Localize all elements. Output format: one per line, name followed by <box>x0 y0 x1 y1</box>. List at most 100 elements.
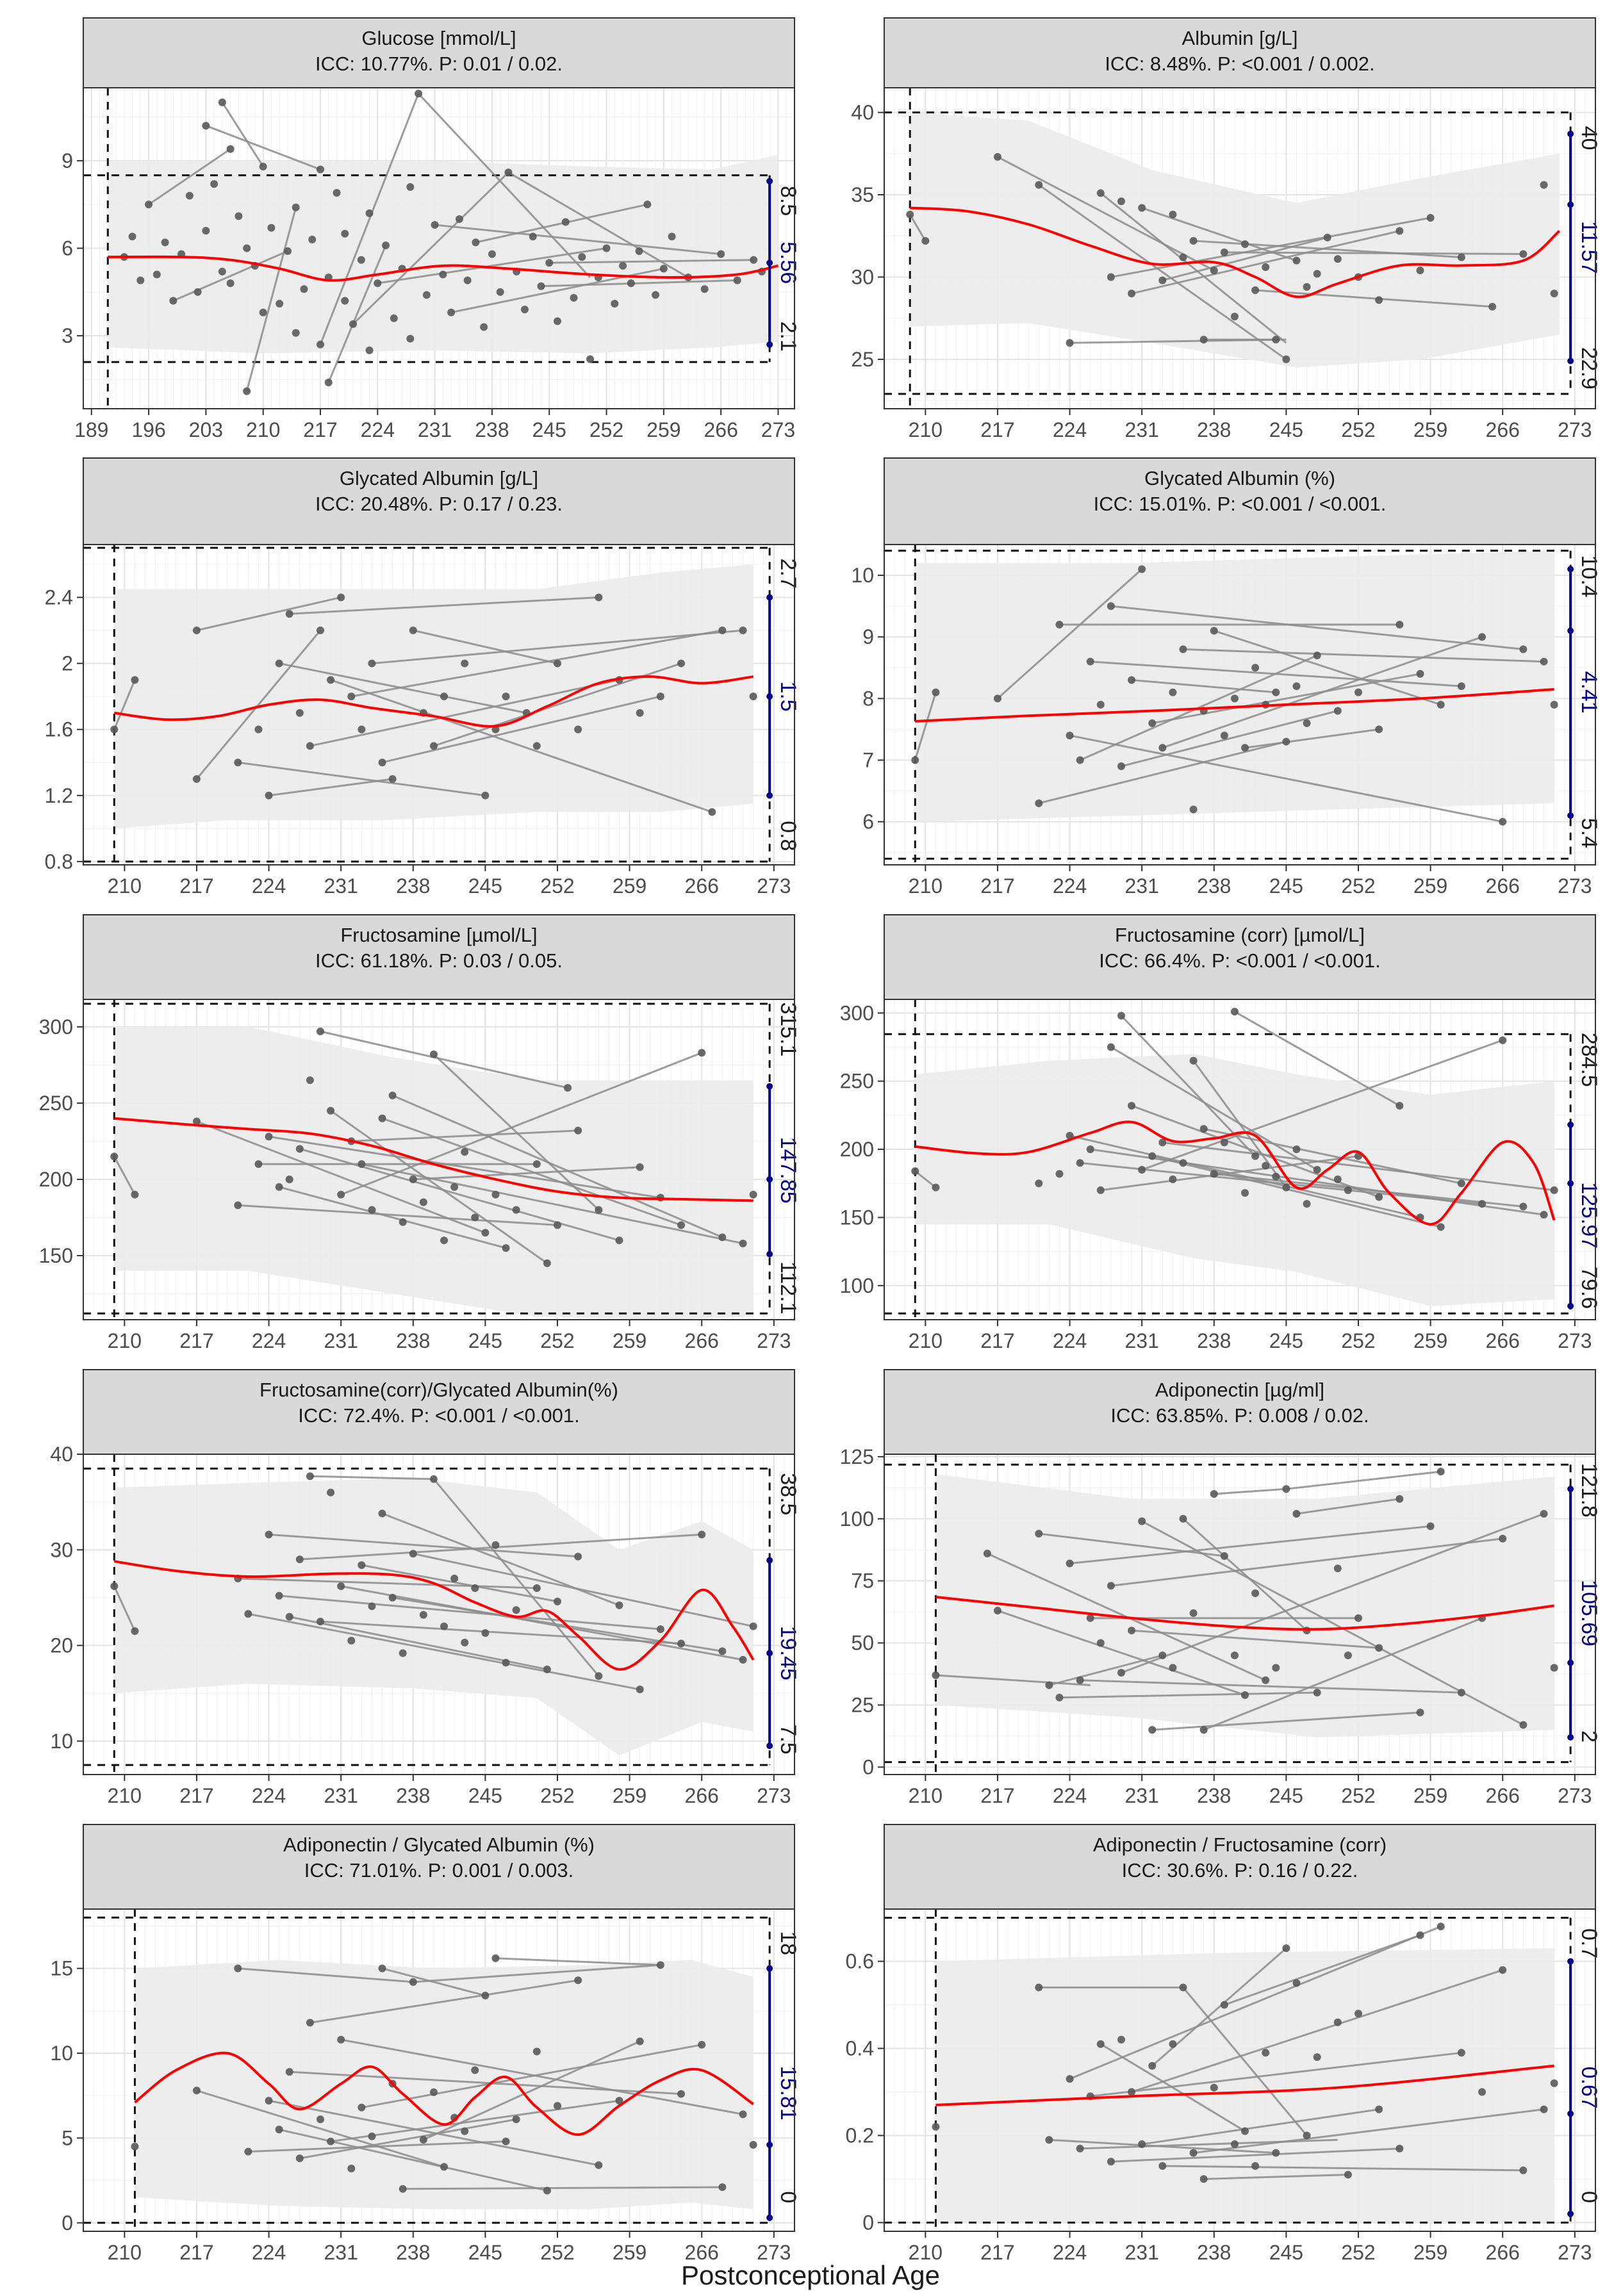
x-tick-label: 210 <box>909 874 943 898</box>
data-point <box>440 2163 449 2171</box>
data-point <box>349 320 358 328</box>
x-tick-label: 273 <box>1558 1329 1592 1352</box>
x-tick-label: 266 <box>1486 2241 1520 2264</box>
panel-border <box>83 1908 795 2232</box>
y-tick-label: 30 <box>50 1538 73 1561</box>
data-point <box>1241 240 1249 249</box>
data-point <box>1220 1552 1228 1560</box>
data-point <box>378 1509 386 1518</box>
data-point <box>1262 263 1270 272</box>
x-tick-label: 224 <box>1053 1784 1087 1807</box>
data-point <box>347 1637 356 1645</box>
data-point <box>388 1092 397 1099</box>
data-point <box>1303 2131 1311 2140</box>
data-point <box>1303 1200 1311 1208</box>
data-point <box>1045 2136 1053 2144</box>
data-point <box>1241 744 1249 752</box>
data-point <box>471 1213 479 1222</box>
interval-width-label: 15.81 <box>776 2066 800 2120</box>
panel-strip <box>884 1824 1596 1910</box>
interval-marker <box>1567 2210 1574 2217</box>
data-point <box>1199 336 1208 344</box>
data-point <box>317 165 324 174</box>
y-tick-label: 30 <box>851 265 874 288</box>
upper-limit-label: 8.5 <box>776 186 800 216</box>
data-point <box>1179 1159 1187 1167</box>
data-point <box>1396 1495 1404 1503</box>
data-point <box>265 791 273 800</box>
panel-subtitle: ICC: 71.01%. P: 0.001 / 0.003. <box>304 1859 573 1882</box>
data-point <box>1158 1138 1167 1147</box>
x-tick-label: 224 <box>252 874 286 898</box>
data-point <box>295 709 304 717</box>
interval-marker <box>1567 357 1574 365</box>
data-point <box>512 1606 520 1614</box>
data-point <box>532 2047 541 2056</box>
panel-title: Adiponectin / Fructosamine (corr) <box>1093 1833 1387 1856</box>
data-point <box>243 387 251 395</box>
data-point <box>285 1612 293 1621</box>
panel-strip <box>884 17 1596 88</box>
data-point <box>574 1552 582 1561</box>
data-point <box>285 1175 293 1183</box>
subject-segment <box>1203 1617 1483 1731</box>
data-point <box>1117 1669 1125 1677</box>
subject-segment <box>268 1135 661 1199</box>
subject-segment <box>475 203 648 243</box>
data-point <box>496 288 504 296</box>
data-point <box>652 291 660 299</box>
x-tick-label: 273 <box>1558 418 1592 441</box>
data-point <box>1323 233 1331 242</box>
x-tick-label: 259 <box>1413 874 1447 898</box>
data-point <box>128 233 136 241</box>
data-point <box>365 209 374 217</box>
data-point <box>327 2137 335 2145</box>
panel-subtitle: ICC: 72.4%. P: <0.001 / <0.001. <box>298 1404 579 1427</box>
data-point <box>358 1561 366 1570</box>
subject-segment <box>1059 1691 1317 1699</box>
x-tick-label: 259 <box>613 1784 646 1807</box>
subject-segment <box>248 1612 640 1691</box>
data-point <box>218 267 226 275</box>
data-point <box>1292 256 1301 265</box>
x-tick-label: 217 <box>179 2241 213 2264</box>
subject-segment <box>340 2038 743 2115</box>
data-point <box>429 742 438 750</box>
data-point <box>932 1183 940 1192</box>
panel-title: Adiponectin [µg/ml] <box>1155 1379 1324 1401</box>
data-point <box>1550 290 1558 298</box>
data-point <box>1375 2105 1383 2113</box>
subject-segment <box>245 207 297 392</box>
x-tick-label: 210 <box>909 2241 943 2264</box>
interval-width-label: 125.97 <box>1577 1182 1601 1249</box>
subject-segment <box>195 630 322 780</box>
data-point <box>1189 1609 1198 1618</box>
y-tick-label: 35 <box>851 183 874 206</box>
x-tick-label: 259 <box>1413 2241 1447 2264</box>
data-point <box>488 250 496 258</box>
data-point <box>429 1475 438 1483</box>
subject-segment <box>1038 741 1287 805</box>
panel: Fructosamine [µmol/L] ICC: 61.18%. P: 0.0… <box>39 914 800 1352</box>
data-point <box>739 2110 747 2119</box>
data-point <box>718 1233 727 1242</box>
data-point <box>1169 210 1177 218</box>
data-point <box>1313 1165 1321 1174</box>
data-point <box>1128 1627 1136 1635</box>
interval-marker <box>766 1250 773 1258</box>
panel-border <box>83 1454 795 1775</box>
data-point <box>461 1148 469 1156</box>
y-tick-label: 100 <box>840 1274 874 1297</box>
x-tick-label: 245 <box>1269 874 1303 898</box>
data-point <box>399 1218 407 1226</box>
data-point <box>1426 1522 1435 1530</box>
lower-limit-label: 22.9 <box>1577 347 1601 390</box>
data-point <box>749 693 757 701</box>
x-tick-label: 266 <box>685 1784 719 1807</box>
data-point <box>1066 1131 1074 1140</box>
data-point <box>718 2183 727 2192</box>
subject-segment <box>299 1147 620 1242</box>
data-point <box>1189 2149 1198 2157</box>
panel-strip <box>884 914 1596 1000</box>
interval-width-label: 11.57 <box>1577 221 1601 274</box>
